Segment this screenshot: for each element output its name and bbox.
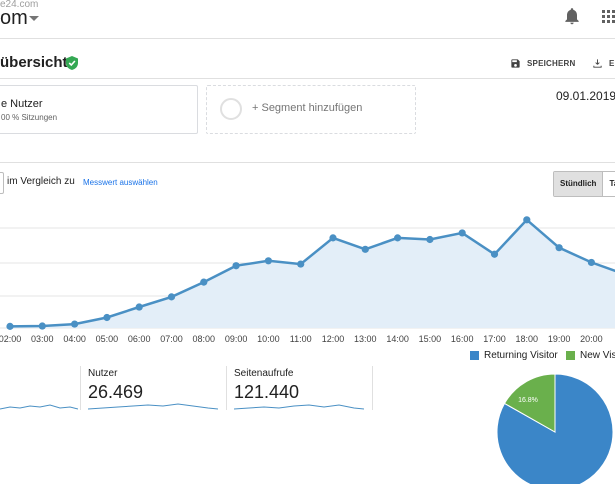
segment-placeholder-icon	[220, 98, 242, 120]
save-button[interactable]: SPEICHERN	[510, 56, 575, 70]
select-metric-link[interactable]: Messwert auswählen	[83, 178, 158, 187]
x-tick-label: 14:00	[386, 334, 409, 344]
legend-swatch	[470, 351, 479, 360]
data-point[interactable]	[135, 303, 143, 311]
metric-value-users: 26.469	[88, 382, 144, 402]
legend-label: New Visi	[580, 350, 615, 361]
download-icon	[593, 58, 602, 68]
x-tick-label: 04:00	[63, 334, 86, 344]
x-tick-label: 17:00	[483, 334, 506, 344]
data-point[interactable]	[6, 322, 14, 330]
data-point[interactable]	[200, 278, 208, 286]
bell-icon[interactable]	[562, 6, 582, 26]
data-point[interactable]	[297, 260, 305, 268]
data-point[interactable]	[426, 235, 434, 244]
metric-dropdown[interactable]	[0, 172, 4, 194]
data-point[interactable]	[71, 320, 79, 328]
apps-grid-icon[interactable]	[602, 10, 615, 23]
export-label: E	[609, 58, 615, 68]
segment-share: 00 % Sitzungen	[1, 113, 58, 122]
add-segment-label: + Segment hinzufügen	[252, 102, 363, 114]
divider	[372, 366, 373, 410]
data-point[interactable]	[361, 245, 369, 253]
sparkline	[88, 403, 218, 410]
export-button[interactable]: E	[592, 56, 614, 70]
data-point[interactable]	[103, 313, 111, 322]
compare-label: im Vergleich zu	[7, 176, 75, 187]
sparkline	[0, 404, 78, 410]
date-range-picker[interactable]: 09.01.2019	[556, 89, 615, 103]
x-tick-label: 07:00	[160, 334, 183, 344]
segment-name: e Nutzer	[1, 98, 43, 110]
x-tick-label: 11:00	[290, 334, 312, 344]
data-point[interactable]	[329, 234, 337, 242]
data-point[interactable]	[587, 258, 596, 267]
divider	[0, 162, 615, 163]
divider	[0, 78, 615, 79]
legend-new[interactable]: New Visi	[566, 350, 615, 361]
divider	[0, 38, 615, 39]
legend-returning[interactable]: Returning Visitor	[470, 350, 558, 361]
data-point[interactable]	[490, 250, 499, 258]
save-label: SPEICHERN	[527, 58, 576, 68]
data-point[interactable]	[394, 234, 402, 242]
x-tick-label: 18:00	[516, 334, 539, 344]
granularity-daily[interactable]: Ta	[602, 172, 615, 196]
data-point[interactable]	[458, 229, 466, 237]
x-tick-label: 20:00	[580, 334, 603, 344]
x-tick-label: 03:00	[31, 334, 54, 344]
page-title: übersicht	[0, 54, 68, 71]
x-tick-label: 05:00	[96, 334, 119, 344]
data-point[interactable]	[38, 322, 46, 330]
x-tick-label: 02:00	[0, 334, 21, 344]
divider	[80, 366, 81, 410]
chevron-down-icon[interactable]	[29, 16, 39, 21]
segment-card-active[interactable]: e Nutzer 00 % Sitzungen	[0, 85, 198, 134]
granularity-toggle: Stündlich Ta	[553, 171, 615, 197]
shield-check-icon	[66, 56, 78, 70]
chart-series-line	[9, 218, 615, 328]
x-tick-label: 09:00	[225, 334, 248, 344]
metric-label-users: Nutzer	[88, 368, 118, 379]
x-tick-label: 10:00	[257, 334, 280, 344]
legend-label: Returning Visitor	[484, 350, 558, 361]
data-point[interactable]	[167, 293, 176, 301]
data-point[interactable]	[232, 262, 240, 270]
granularity-hourly[interactable]: Stündlich	[554, 172, 603, 196]
top-bar: e24.com om	[0, 0, 615, 38]
visitor-pie-chart: 16.8%	[496, 374, 614, 484]
chart-area	[10, 219, 615, 328]
x-tick-label: 12:00	[322, 334, 345, 344]
add-segment-button[interactable]: + Segment hinzufügen	[206, 85, 416, 134]
divider	[226, 366, 227, 410]
pie-slice-label: 16.8%	[518, 397, 538, 404]
x-tick-label: 08:00	[193, 334, 216, 344]
save-icon	[511, 58, 520, 68]
sessions-line-chart: 02:00 03:00 04:00 05:00 06:00 07:00 08:00 09:00…	[0, 216, 615, 344]
x-tick-label: 13:00	[354, 334, 377, 344]
site-selector[interactable]: om	[0, 7, 28, 29]
site-url: e24.com	[0, 0, 39, 10]
legend-swatch	[566, 351, 575, 360]
data-point[interactable]	[264, 257, 272, 265]
data-point[interactable]	[555, 244, 563, 252]
x-tick-label: 16:00	[451, 334, 474, 344]
x-tick-label: 19:00	[548, 334, 571, 344]
metric-label-pageviews: Seitenaufrufe	[234, 368, 294, 379]
metric-value-pageviews: 121.440	[234, 382, 300, 402]
sparkline	[234, 404, 364, 410]
x-tick-label: 15:00	[419, 334, 442, 344]
x-tick-label: 06:00	[128, 334, 151, 344]
data-point[interactable]	[523, 216, 531, 224]
